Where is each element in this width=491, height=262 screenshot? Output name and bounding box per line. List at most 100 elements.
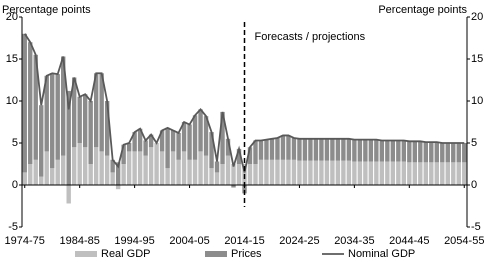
bar	[192, 159, 198, 185]
bar	[462, 162, 467, 185]
bar	[445, 162, 450, 185]
bar	[275, 137, 280, 160]
bar	[121, 144, 126, 164]
bar	[88, 101, 93, 164]
legend-label: Prices	[231, 248, 262, 260]
x-tick-label: 2024-25	[279, 235, 319, 247]
y-tick-label: 10	[6, 95, 18, 107]
bar	[110, 172, 115, 185]
y2-tick-label: 10	[471, 95, 483, 107]
bar	[192, 115, 198, 160]
bar	[126, 151, 132, 185]
bar	[187, 159, 192, 185]
bar	[335, 160, 341, 185]
bar	[396, 161, 401, 185]
bar	[423, 162, 428, 185]
bar	[269, 159, 275, 185]
bar	[99, 73, 104, 152]
bar	[412, 141, 418, 163]
line	[23, 33, 465, 173]
bar	[104, 101, 110, 156]
bar	[451, 143, 456, 163]
bar	[280, 159, 286, 185]
bar	[66, 185, 71, 204]
bar	[368, 139, 374, 162]
bar	[308, 160, 313, 185]
bar	[330, 160, 335, 185]
bar	[291, 137, 297, 160]
bar	[302, 160, 308, 185]
bar	[379, 161, 385, 185]
bar	[319, 160, 324, 185]
bar	[181, 122, 187, 152]
bar	[253, 140, 258, 164]
bar	[418, 162, 423, 185]
bar	[264, 159, 269, 185]
bar	[71, 77, 77, 148]
bar	[159, 130, 165, 152]
bar	[132, 151, 137, 185]
bar	[357, 139, 363, 162]
x-tick-label: 1984-85	[59, 235, 99, 247]
bar	[231, 164, 236, 185]
x-tick-label: 1994-95	[114, 235, 154, 247]
bar	[440, 143, 445, 163]
bar	[445, 143, 450, 163]
bar	[456, 162, 461, 185]
bar	[280, 135, 286, 160]
y-axis-label: Percentage points	[2, 4, 91, 16]
x-tick-label: 1974-75	[5, 235, 45, 247]
bar	[396, 140, 401, 162]
bar	[77, 143, 82, 185]
bar	[308, 138, 313, 161]
bar	[374, 161, 379, 185]
bar	[33, 159, 38, 185]
bar	[22, 172, 27, 185]
x-tick-label: 2044-45	[389, 235, 429, 247]
bar	[93, 147, 99, 185]
y-tick-label: 15	[6, 53, 18, 65]
bar	[346, 160, 352, 185]
bar	[137, 128, 143, 152]
bar	[258, 140, 264, 160]
bar	[187, 124, 192, 160]
bar	[324, 160, 330, 185]
bar	[115, 162, 121, 185]
y-tick-label: -5	[8, 221, 18, 233]
bar	[247, 147, 253, 164]
bar	[104, 155, 110, 185]
bar	[148, 147, 154, 185]
bar	[209, 168, 214, 185]
bar	[121, 164, 126, 185]
bar	[143, 140, 148, 156]
bar	[82, 147, 88, 185]
bar	[346, 138, 352, 161]
bar	[225, 155, 231, 185]
legend-swatch	[75, 251, 97, 257]
bar	[440, 162, 445, 185]
bar	[198, 151, 203, 185]
bar	[88, 164, 93, 185]
legend-swatch	[205, 251, 227, 257]
bar	[286, 159, 291, 185]
bar	[198, 109, 203, 152]
bar	[137, 151, 143, 185]
legend-label: Nominal GDP	[348, 248, 415, 260]
bar	[93, 73, 99, 148]
bar	[110, 159, 115, 173]
bar	[407, 162, 412, 185]
bar	[220, 164, 225, 185]
bar	[181, 151, 187, 185]
bar	[297, 160, 302, 185]
bar	[423, 142, 428, 163]
bar	[176, 132, 181, 160]
bar	[22, 33, 27, 173]
y2-tick-label: 20	[471, 11, 483, 23]
bar	[385, 140, 390, 162]
bar	[291, 159, 297, 185]
bar	[203, 155, 209, 185]
bar	[286, 135, 291, 160]
bar	[50, 168, 55, 185]
bar	[434, 142, 439, 163]
y2-axis-label: Percentage points	[378, 4, 467, 16]
